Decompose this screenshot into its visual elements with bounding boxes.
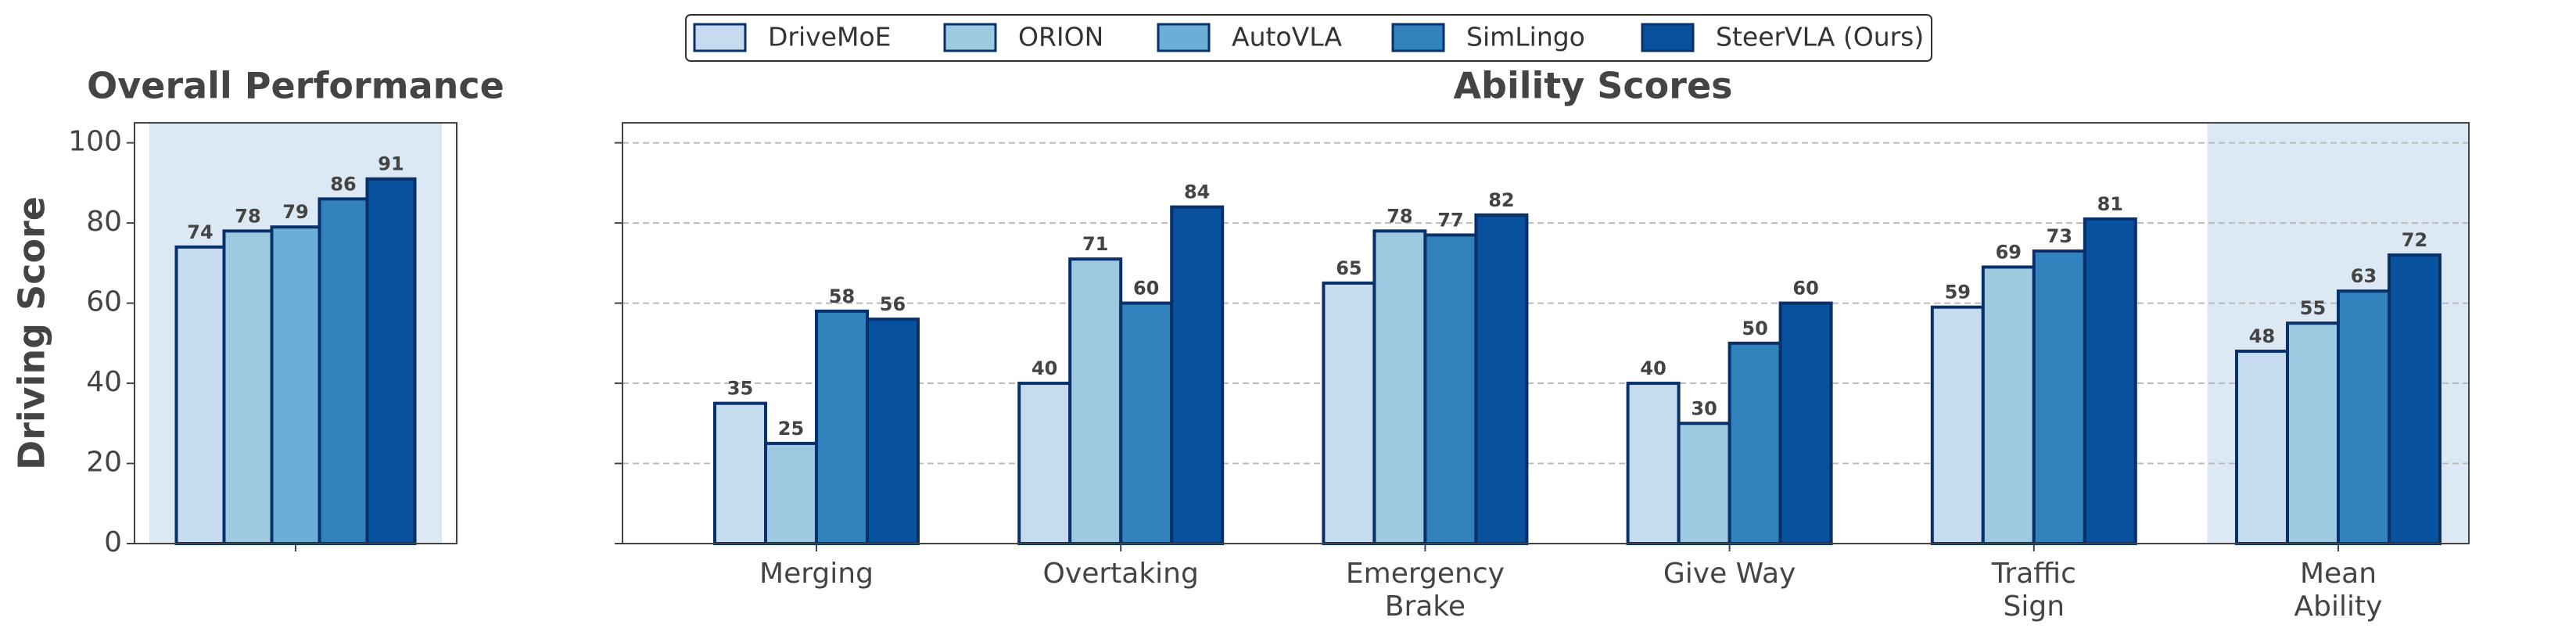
value-label: 74 <box>187 221 213 243</box>
bar <box>222 229 274 545</box>
bar <box>1930 305 1985 545</box>
bar <box>2388 253 2441 545</box>
bar <box>1778 301 1833 545</box>
value-label: 40 <box>1031 357 1057 379</box>
value-label: 48 <box>2249 325 2275 347</box>
bar <box>1017 382 1072 545</box>
value-label: 35 <box>727 378 753 400</box>
bar <box>815 309 869 545</box>
bar <box>1727 341 1782 545</box>
value-label: 69 <box>1996 241 2022 263</box>
value-label: 30 <box>1691 397 1717 419</box>
chart-title: Overall Performance <box>87 65 504 107</box>
axes-frame <box>622 122 2470 544</box>
y-tick-label: 60 <box>86 286 122 318</box>
value-label: 72 <box>2402 229 2427 251</box>
y-tick-label: 80 <box>86 206 122 238</box>
x-tick-label: Overtaking <box>1043 558 1199 590</box>
y-tick-label: 100 <box>68 126 122 158</box>
bar <box>2286 321 2340 545</box>
value-label: 25 <box>778 418 804 440</box>
x-tick-label: Traffic Sign <box>1991 558 2076 623</box>
legend-label: SteerVLA (Ours) <box>1716 22 1924 52</box>
bar <box>764 441 818 546</box>
value-label: 40 <box>1640 357 1666 379</box>
value-label: 77 <box>1437 209 1463 231</box>
value-label: 63 <box>2351 265 2377 287</box>
bar <box>1119 301 1174 545</box>
bar <box>2083 217 2137 545</box>
value-label: 78 <box>1387 205 1412 227</box>
bar <box>174 245 226 545</box>
x-tick-label: Give Way <box>1663 558 1796 590</box>
bar <box>713 401 767 546</box>
legend-box <box>685 14 1932 62</box>
value-label: 91 <box>378 153 404 175</box>
y-tick-label: 20 <box>86 447 122 479</box>
bar <box>866 318 920 545</box>
value-label: 60 <box>1133 278 1159 300</box>
y-tick-label: 0 <box>104 526 122 558</box>
value-label: 59 <box>1945 282 1971 303</box>
bar <box>2235 350 2289 545</box>
value-label: 58 <box>829 285 855 307</box>
y-axis-label: Driving Score <box>11 196 53 470</box>
y-tick-label: 40 <box>86 366 122 398</box>
value-label: 84 <box>1184 181 1210 203</box>
value-label: 50 <box>1742 318 1767 339</box>
legend-label: AutoVLA <box>1232 22 1342 52</box>
value-label: 81 <box>2097 193 2123 215</box>
value-label: 60 <box>1792 278 1818 300</box>
bar <box>1981 265 2036 545</box>
bar <box>2032 249 2086 545</box>
value-label: 65 <box>1336 257 1362 279</box>
bar <box>365 177 417 545</box>
legend-swatch <box>1391 23 1445 52</box>
bar <box>1474 213 1529 545</box>
value-label: 55 <box>2300 297 2326 319</box>
bar <box>1626 382 1681 545</box>
value-label: 71 <box>1082 233 1108 255</box>
value-label: 86 <box>330 173 356 195</box>
bar <box>1372 229 1427 545</box>
value-label: 82 <box>1488 189 1514 211</box>
legend-label: ORION <box>1018 22 1103 52</box>
x-tick-label: Mean Ability <box>2294 558 2383 623</box>
bar <box>1423 233 1478 545</box>
value-label: 78 <box>235 205 260 227</box>
value-label: 79 <box>282 201 308 223</box>
legend-label: DriveMoE <box>768 22 892 52</box>
x-tick-label: Emergency Brake <box>1346 558 1505 623</box>
legend-label: SimLingo <box>1466 22 1585 52</box>
axes-frame <box>134 122 457 544</box>
legend-swatch <box>1641 23 1695 52</box>
bar <box>1068 257 1123 545</box>
bar <box>318 197 369 545</box>
legend-swatch <box>1157 23 1211 52</box>
value-label: 56 <box>880 293 906 315</box>
value-label: 73 <box>2047 225 2072 247</box>
bar <box>1170 205 1225 545</box>
bar <box>1322 281 1376 545</box>
legend-swatch <box>943 23 997 52</box>
chart-title: Ability Scores <box>1453 65 1732 107</box>
bar <box>2337 289 2391 545</box>
bar <box>270 225 321 545</box>
x-tick-label: Merging <box>759 558 874 590</box>
legend-swatch <box>693 23 747 52</box>
bar <box>1677 422 1731 545</box>
